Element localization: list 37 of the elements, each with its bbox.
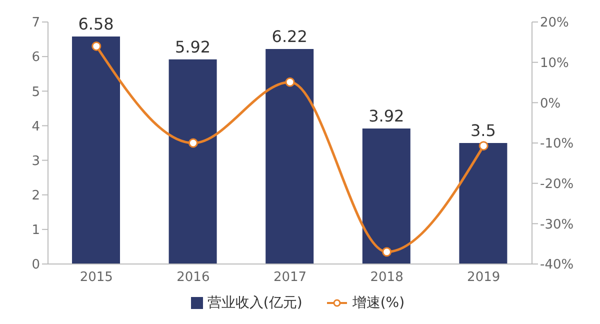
x-tick-label: 2019 xyxy=(467,270,500,286)
bar xyxy=(168,59,217,264)
bar xyxy=(72,36,120,264)
point xyxy=(382,247,392,257)
y2-tick-label: -40% xyxy=(540,258,574,273)
point xyxy=(285,77,295,87)
text: 5.92 xyxy=(174,37,211,56)
x-tick-label: 2016 xyxy=(176,270,210,286)
y2-tick-label: 10% xyxy=(540,56,569,71)
bar xyxy=(459,143,508,264)
y-tick-label: 2 xyxy=(32,188,40,204)
bar xyxy=(266,48,314,264)
y2-tick-label: 0% xyxy=(540,96,561,112)
y-tick-label: 7 xyxy=(32,16,40,31)
text: 6.58 xyxy=(78,14,114,34)
y2-tick-label: -20% xyxy=(540,176,574,192)
point xyxy=(188,138,198,148)
legend-label: 增速(%) xyxy=(352,294,405,312)
y-tick-label: 1 xyxy=(32,223,40,238)
legend-label: 营业收入(亿元) xyxy=(207,294,302,312)
y2-tick-label: -30% xyxy=(540,217,574,232)
y-tick-label: 4 xyxy=(32,119,40,134)
x-tick-label: 2018 xyxy=(370,270,404,286)
y-tick-label: 0 xyxy=(32,258,40,273)
y-tick-label: 5 xyxy=(32,84,40,100)
y-tick-label: 3 xyxy=(32,154,40,169)
x-tick-label: 2015 xyxy=(80,270,113,286)
text: 6.22 xyxy=(272,26,308,46)
y2-tick-label: -10% xyxy=(540,136,574,152)
bar xyxy=(362,128,410,264)
y-tick-label: 6 xyxy=(32,50,40,66)
x-tick-label: 2017 xyxy=(273,270,307,286)
point xyxy=(92,41,102,51)
point xyxy=(478,141,488,151)
y2-tick-label: 20% xyxy=(540,16,569,31)
text: 3.5 xyxy=(470,121,496,140)
text: 3.92 xyxy=(368,106,404,126)
